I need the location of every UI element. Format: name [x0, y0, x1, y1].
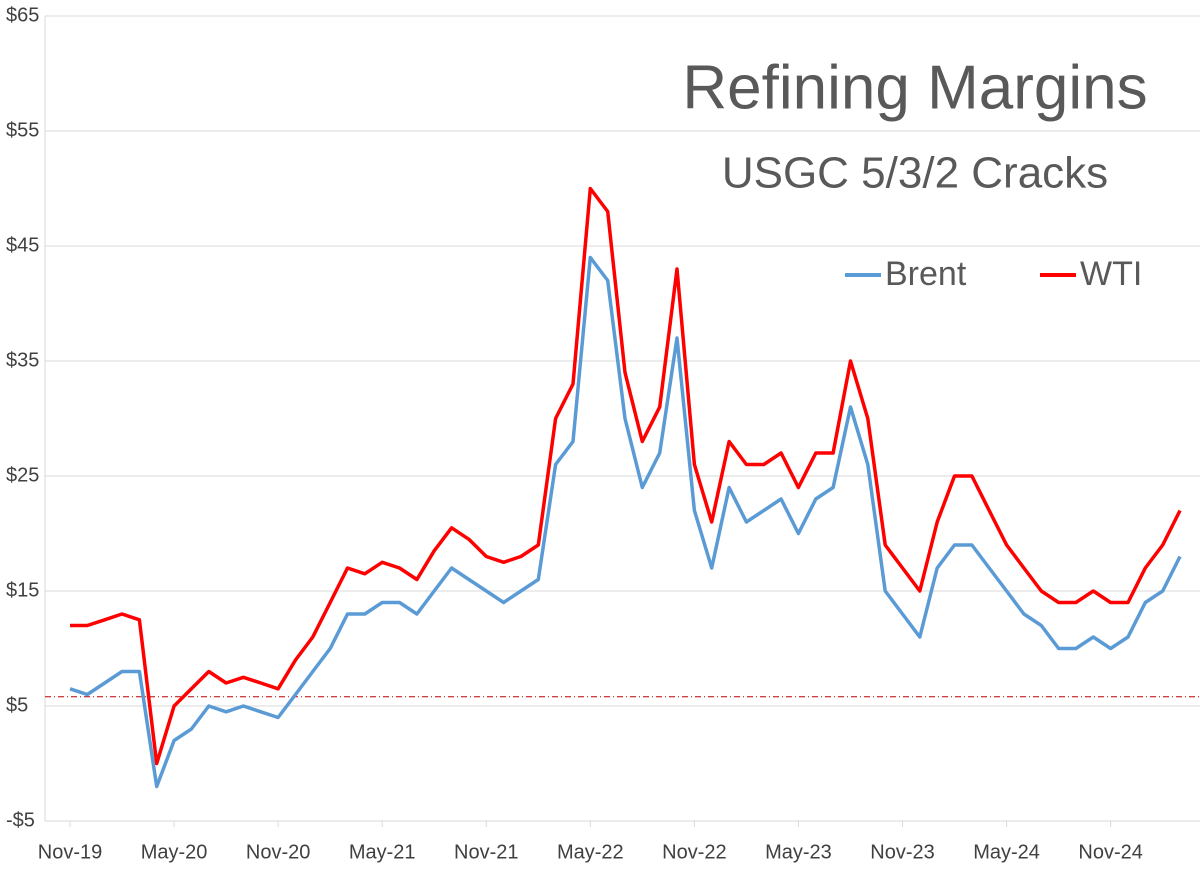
y-tick-label: $35	[6, 349, 39, 371]
y-tick-label: $15	[6, 579, 39, 601]
x-tick-label: Nov-24	[1078, 841, 1142, 863]
y-tick-label: $25	[6, 464, 39, 486]
x-tick-label: Nov-21	[454, 841, 518, 863]
y-tick-label: -$5	[6, 809, 35, 831]
x-tick-label: Nov-22	[662, 841, 726, 863]
legend-label: WTI	[1080, 255, 1142, 293]
x-tick-label: May-20	[141, 841, 208, 863]
x-tick-label: May-21	[349, 841, 416, 863]
y-tick-label: $45	[6, 234, 39, 256]
x-tick-label: May-23	[765, 841, 832, 863]
chart-subtitle: USGC 5/3/2 Cracks	[722, 149, 1108, 198]
series-line	[69, 255, 1182, 789]
x-tick-label: May-22	[557, 841, 624, 863]
y-tick-label: $55	[6, 119, 39, 141]
x-tick-label: May-24	[973, 841, 1040, 863]
series-line	[70, 186, 1182, 766]
legend-label: Brent	[885, 255, 967, 293]
y-tick-label: $65	[6, 4, 39, 26]
x-tick-label: Nov-20	[246, 841, 310, 863]
x-tick-label: Nov-19	[38, 841, 102, 863]
chart-title: Refining Margins	[682, 53, 1147, 122]
x-tick-label: Nov-23	[870, 841, 934, 863]
y-tick-label: $5	[6, 694, 28, 716]
